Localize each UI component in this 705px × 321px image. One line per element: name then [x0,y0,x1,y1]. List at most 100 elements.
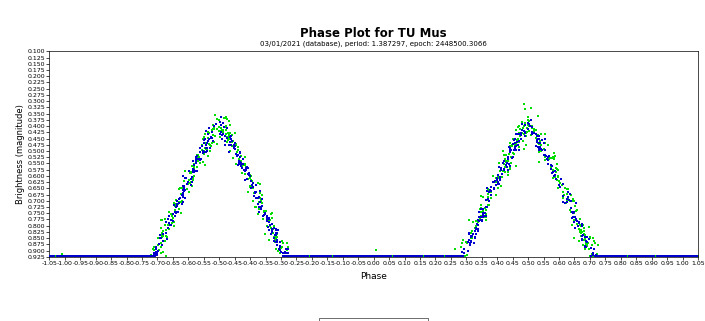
Johnson V [581,242,592,247]
Johnson V [480,207,491,212]
Johnson B [357,253,369,258]
Johnson B [200,129,211,134]
Johnson V [533,160,544,165]
Johnson V [169,204,180,209]
Johnson V [135,253,147,258]
Johnson B [357,253,368,258]
Johnson V [173,200,185,205]
Johnson V [183,178,195,183]
Johnson V [309,253,320,258]
Johnson B [293,253,304,258]
Johnson V [482,203,493,208]
Johnson B [466,239,477,244]
Johnson B [235,163,247,168]
Johnson B [195,157,206,162]
Johnson B [199,149,210,154]
Johnson V [329,253,340,258]
Johnson B [182,181,193,186]
Johnson B [690,253,701,258]
Johnson B [671,253,682,258]
Johnson B [370,253,381,258]
Johnson B [347,253,358,258]
Johnson B [280,250,291,256]
Johnson B [247,184,259,189]
Johnson B [441,253,452,258]
Johnson B [527,125,538,130]
Johnson V [430,253,441,258]
Johnson B [356,253,367,258]
Johnson V [81,253,92,258]
Johnson B [156,236,167,241]
Johnson V [372,253,384,258]
Johnson V [513,124,525,129]
Johnson V [453,253,465,258]
Johnson B [415,253,427,258]
Johnson V [516,131,527,136]
Johnson B [258,212,269,217]
Johnson V [626,253,637,258]
Johnson B [522,127,534,132]
Johnson B [157,239,168,244]
Johnson V [157,249,168,255]
Johnson V [96,253,107,258]
Johnson B [615,253,626,258]
Johnson B [352,253,364,258]
Johnson B [54,253,65,258]
Johnson B [563,197,575,202]
Johnson B [75,253,87,258]
Johnson B [380,253,391,258]
Johnson B [220,143,231,148]
Johnson V [98,253,109,258]
Johnson V [50,253,61,258]
Johnson V [525,132,537,137]
Johnson B [596,253,608,258]
Johnson V [127,253,138,258]
Johnson V [345,253,357,258]
Johnson B [48,253,59,258]
Johnson V [90,253,101,258]
Johnson V [246,183,257,188]
Johnson B [151,247,162,252]
Johnson V [207,126,219,132]
Johnson B [642,253,653,258]
Johnson B [431,253,442,258]
Johnson B [148,253,159,258]
Johnson V [678,253,689,258]
Johnson B [570,218,582,223]
Johnson V [431,253,442,258]
Johnson V [660,253,671,258]
Johnson B [482,186,493,191]
Johnson V [625,253,636,258]
Johnson V [642,253,653,258]
Johnson B [279,249,290,255]
Johnson B [632,253,644,258]
Johnson B [97,253,109,258]
Johnson B [47,253,59,258]
Johnson V [72,253,83,258]
Johnson B [171,205,182,210]
Johnson B [393,253,405,258]
Johnson B [207,138,219,143]
Johnson B [280,253,291,258]
Johnson V [491,176,502,181]
Johnson V [360,253,372,258]
Johnson V [345,253,356,258]
Johnson B [221,135,233,141]
Johnson B [440,253,451,258]
Johnson V [568,210,580,215]
Johnson B [168,218,179,223]
Johnson V [327,253,338,258]
Johnson V [442,253,453,258]
Johnson B [546,170,558,175]
Johnson V [125,253,136,258]
Johnson B [518,128,529,134]
Johnson V [405,253,416,258]
Johnson V [410,253,421,258]
Johnson B [541,156,553,161]
Johnson V [328,253,339,258]
Johnson B [601,253,612,258]
Johnson V [231,150,243,155]
Johnson V [598,253,609,258]
Johnson B [449,253,460,258]
Johnson B [429,253,440,258]
